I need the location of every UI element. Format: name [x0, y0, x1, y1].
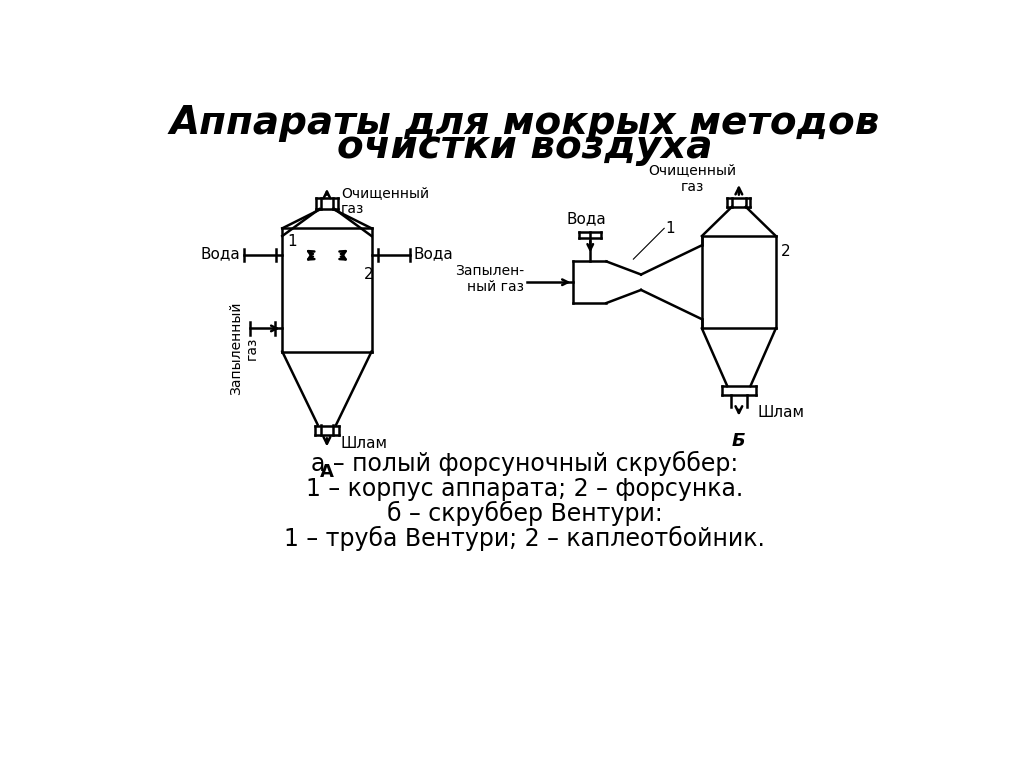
Text: Б: Б	[732, 433, 745, 450]
Text: Вода: Вода	[201, 246, 241, 262]
Text: 2: 2	[364, 267, 374, 282]
Text: Очищенный
газ: Очищенный газ	[341, 186, 429, 216]
Text: 1 – корпус аппарата; 2 – форсунка.: 1 – корпус аппарата; 2 – форсунка.	[306, 476, 743, 501]
Text: Аппараты для мокрых методов: Аппараты для мокрых методов	[170, 104, 880, 142]
Text: Вода: Вода	[566, 211, 606, 226]
Text: б – скруббер Вентури:: б – скруббер Вентури:	[387, 501, 663, 526]
Text: Очищенный
газ: Очищенный газ	[648, 163, 736, 194]
Text: Запыленный
газ: Запыленный газ	[229, 301, 258, 395]
Text: 2: 2	[780, 244, 791, 258]
Text: А: А	[319, 463, 334, 481]
Text: а – полый форсуночный скруббер:: а – полый форсуночный скруббер:	[311, 450, 738, 476]
Text: 1: 1	[287, 235, 297, 249]
Text: очистки воздуха: очистки воздуха	[337, 129, 713, 166]
Text: 1: 1	[666, 221, 676, 235]
Text: Шлам: Шлам	[758, 405, 804, 420]
Text: Запылен-
ный газ: Запылен- ный газ	[455, 264, 524, 295]
Text: 1 – труба Вентури; 2 – каплеотбойник.: 1 – труба Вентури; 2 – каплеотбойник.	[285, 526, 765, 551]
Text: Шлам: Шлам	[341, 436, 388, 451]
Text: Вода: Вода	[413, 246, 453, 262]
